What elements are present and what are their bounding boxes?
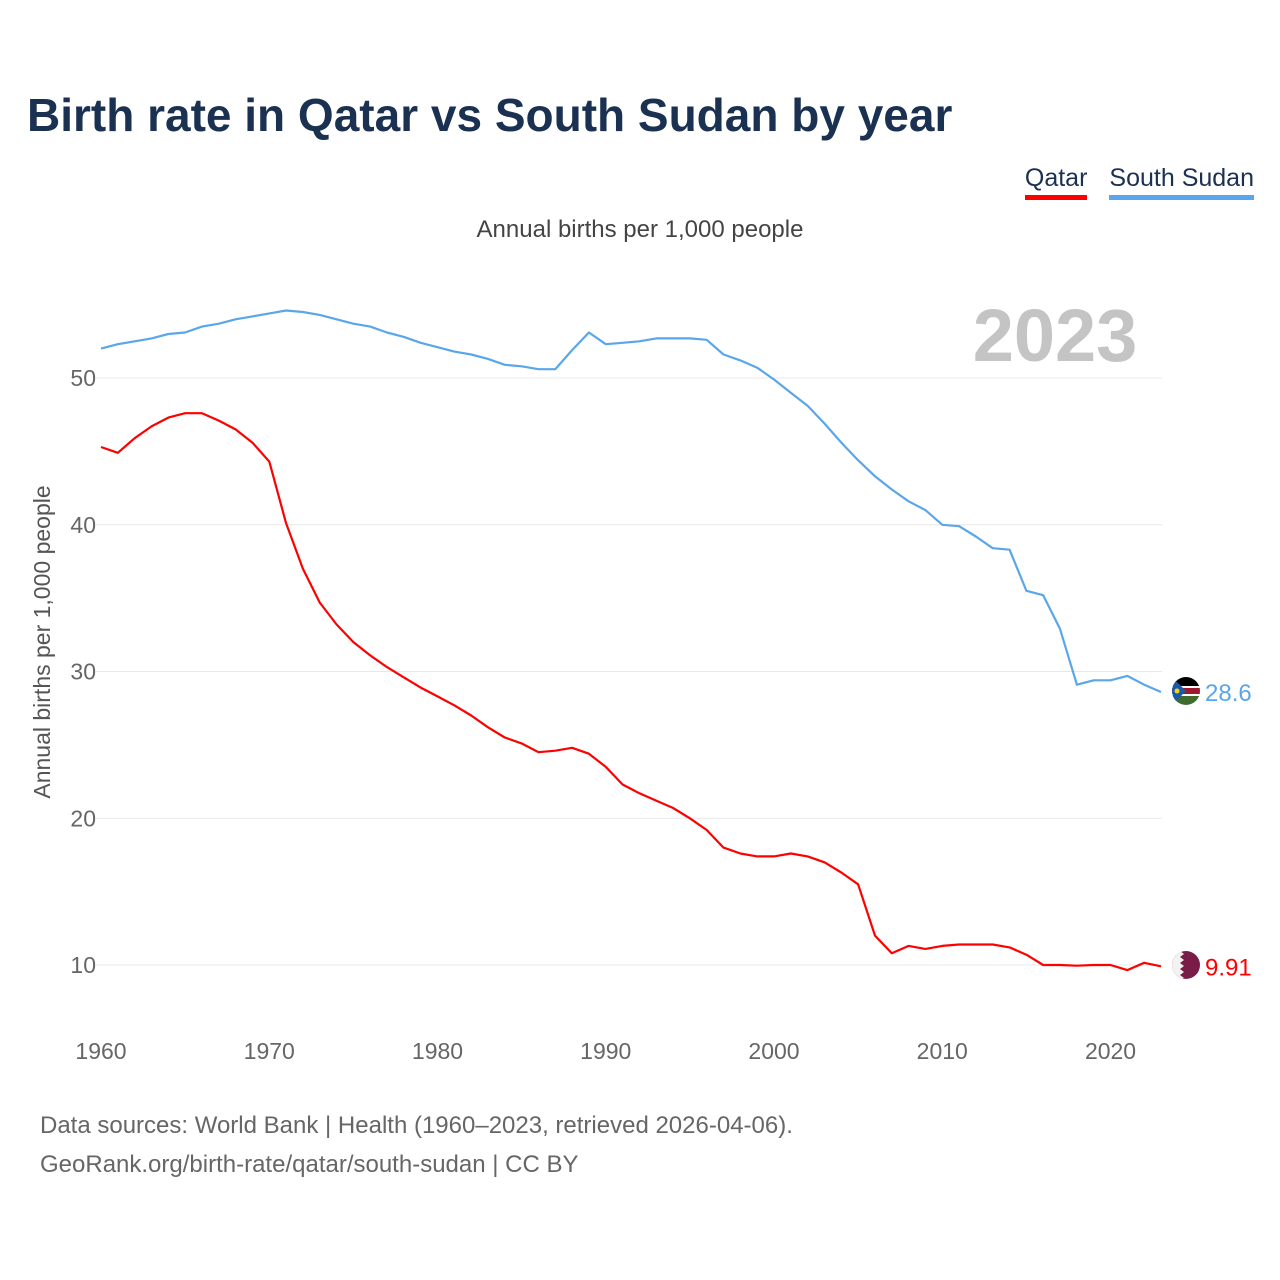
x-tick-label: 2000: [748, 1038, 799, 1064]
legend: Qatar South Sudan: [1024, 164, 1254, 200]
y-tick-label: 10: [70, 952, 96, 978]
x-tick-label: 2010: [917, 1038, 968, 1064]
x-tick-label: 2020: [1085, 1038, 1136, 1064]
source-line-2[interactable]: GeoRank.org/birth-rate/qatar/south-sudan…: [40, 1151, 579, 1178]
x-tick-label: 1960: [75, 1038, 126, 1064]
chart-subtitle: Annual births per 1,000 people: [476, 216, 804, 243]
flag-qatar-icon: [1172, 951, 1200, 979]
legend-item-qatar[interactable]: Qatar: [1024, 164, 1088, 200]
y-tick-label: 30: [70, 659, 96, 685]
x-tick-label: 1970: [244, 1038, 295, 1064]
y-axis-label: Annual births per 1,000 people: [29, 485, 55, 798]
flag-south-sudan-icon: [1172, 677, 1200, 705]
source-line-1: Data sources: World Bank | Health (1960–…: [40, 1112, 793, 1139]
legend-item-south-sudan[interactable]: South Sudan: [1109, 164, 1254, 200]
x-tick-label: 1990: [580, 1038, 631, 1064]
end-value-label: 9.91: [1205, 954, 1252, 981]
end-value-label: 28.6: [1205, 680, 1252, 707]
x-tick-label: 1980: [412, 1038, 463, 1064]
source-note: Data sources: World Bank | Health (1960–…: [40, 1106, 793, 1184]
y-tick-label: 40: [70, 512, 96, 538]
series-line-south-sudan: [100, 309, 1162, 694]
y-tick-label: 50: [70, 365, 96, 391]
year-watermark: 2023: [973, 294, 1138, 377]
series-line-qatar: [100, 412, 1162, 972]
y-tick-label: 20: [70, 805, 96, 831]
chart-title: Birth rate in Qatar vs South Sudan by ye…: [27, 89, 953, 141]
